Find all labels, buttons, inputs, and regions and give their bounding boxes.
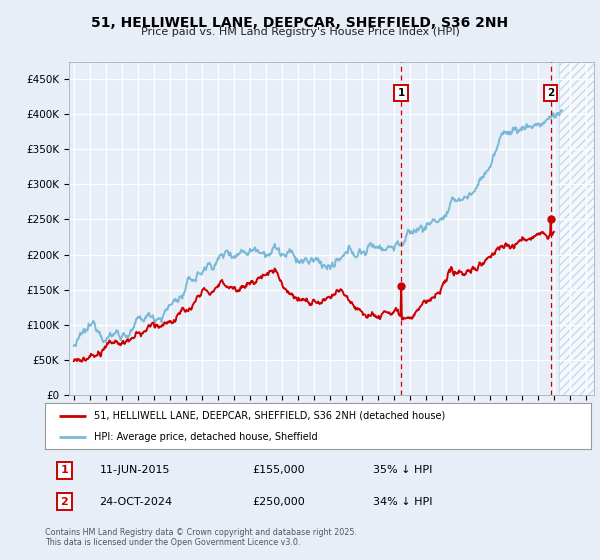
- Text: 34% ↓ HPI: 34% ↓ HPI: [373, 497, 432, 507]
- Text: 1: 1: [397, 88, 404, 98]
- Text: 51, HELLIWELL LANE, DEEPCAR, SHEFFIELD, S36 2NH: 51, HELLIWELL LANE, DEEPCAR, SHEFFIELD, …: [91, 16, 509, 30]
- Text: Contains HM Land Registry data © Crown copyright and database right 2025.
This d: Contains HM Land Registry data © Crown c…: [45, 528, 357, 547]
- Text: 1: 1: [60, 465, 68, 475]
- Text: HPI: Average price, detached house, Sheffield: HPI: Average price, detached house, Shef…: [94, 432, 318, 442]
- Text: Price paid vs. HM Land Registry's House Price Index (HPI): Price paid vs. HM Land Registry's House …: [140, 27, 460, 38]
- Text: 35% ↓ HPI: 35% ↓ HPI: [373, 465, 432, 475]
- Text: £155,000: £155,000: [253, 465, 305, 475]
- Text: £250,000: £250,000: [253, 497, 305, 507]
- Text: 24-OCT-2024: 24-OCT-2024: [100, 497, 173, 507]
- Text: 2: 2: [547, 88, 554, 98]
- Text: 51, HELLIWELL LANE, DEEPCAR, SHEFFIELD, S36 2NH (detached house): 51, HELLIWELL LANE, DEEPCAR, SHEFFIELD, …: [94, 410, 445, 421]
- Text: 2: 2: [60, 497, 68, 507]
- Text: 11-JUN-2015: 11-JUN-2015: [100, 465, 170, 475]
